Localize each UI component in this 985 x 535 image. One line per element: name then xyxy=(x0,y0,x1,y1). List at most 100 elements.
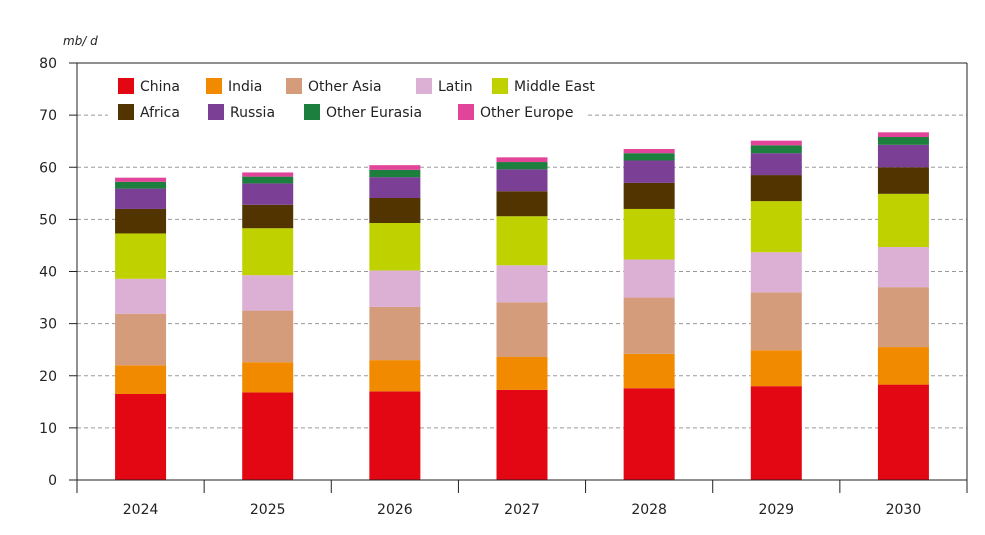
bar-segment-other-asia xyxy=(115,313,167,366)
bar-segment-other-europe xyxy=(496,157,548,163)
bar-segment-other-asia xyxy=(369,306,421,361)
bar-segment-other-europe xyxy=(115,177,167,182)
bar-segment-latin xyxy=(623,259,675,298)
legend-swatch-china xyxy=(118,78,134,94)
x-tick-labels: 2024 2025 2026 2027 2028 2029 2030 xyxy=(123,502,921,518)
bar-segment-middle-east xyxy=(496,216,548,266)
legend-swatch-russia xyxy=(208,104,224,120)
bar-segment-other-eurasia xyxy=(750,145,802,154)
x-tick-label: 2028 xyxy=(631,502,667,518)
bar-segment-india xyxy=(115,365,167,394)
legend-swatch-middle-east xyxy=(492,78,508,94)
bar-segment-africa xyxy=(877,167,929,194)
bar-segment-other-eurasia xyxy=(496,162,548,170)
bar-segment-middle-east xyxy=(750,201,802,253)
bar-segment-other-eurasia xyxy=(115,181,167,189)
legend-label-middle-east: Middle East xyxy=(514,79,595,95)
bar-segment-middle-east xyxy=(623,208,675,260)
legend-label-other-eurasia: Other Eurasia xyxy=(326,105,422,121)
bar-segment-russia xyxy=(115,188,167,209)
legend-label-china: China xyxy=(140,79,180,95)
bar-segment-india xyxy=(242,362,294,393)
legend-label-other-asia: Other Asia xyxy=(308,79,382,95)
bar-segment-other-asia xyxy=(623,297,675,354)
bar-segment-india xyxy=(623,353,675,389)
bar-segment-other-europe xyxy=(877,132,929,138)
bar-segment-china xyxy=(369,391,421,480)
bar-segment-africa xyxy=(242,204,294,229)
x-tick-label: 2029 xyxy=(758,502,794,518)
bar-segment-middle-east xyxy=(877,193,929,247)
bar-segment-other-europe xyxy=(242,172,294,177)
legend-background xyxy=(108,72,610,96)
bar-segment-other-europe xyxy=(750,140,802,146)
y-tick-label: 50 xyxy=(39,212,57,228)
bar-segment-other-europe xyxy=(623,149,675,154)
legend-swatch-latin xyxy=(416,78,432,94)
bar-segment-middle-east xyxy=(369,223,421,271)
legend-label-other-europe: Other Europe xyxy=(480,105,573,121)
y-tick-label: 60 xyxy=(39,160,57,176)
axes xyxy=(69,62,968,493)
y-tick-label: 30 xyxy=(39,317,57,333)
legend-swatch-other-asia xyxy=(286,78,302,94)
bar-segment-africa xyxy=(115,208,167,234)
y-tick-label: 70 xyxy=(39,108,57,124)
legend-swatch-india xyxy=(206,78,222,94)
bar-segment-africa xyxy=(496,191,548,217)
bar-segment-other-asia xyxy=(242,310,294,363)
bar-segment-africa xyxy=(623,182,675,209)
x-tick-label: 2026 xyxy=(377,502,413,518)
bar-segment-india xyxy=(496,356,548,390)
bar-segment-russia xyxy=(369,177,421,198)
y-axis-unit-label: mb/ d xyxy=(63,34,98,48)
legend: China India Other Asia Latin Middle East Afri… xyxy=(108,72,610,122)
legend-label-russia: Russia xyxy=(230,105,275,121)
bar-segment-other-asia xyxy=(750,292,802,351)
x-tick-label: 2030 xyxy=(886,502,922,518)
y-tick-label: 20 xyxy=(39,369,57,385)
x-tick-label: 2025 xyxy=(250,502,286,518)
legend-label-africa: Africa xyxy=(140,105,180,121)
bar-segment-other-eurasia xyxy=(877,137,929,145)
bar-segment-middle-east xyxy=(115,233,167,279)
bar-segment-russia xyxy=(623,160,675,183)
bar-segment-latin xyxy=(369,270,421,307)
bar-segment-china xyxy=(496,389,548,480)
bar-segment-other-europe xyxy=(369,165,421,170)
bar-segment-other-eurasia xyxy=(623,153,675,161)
bar-segment-india xyxy=(369,360,421,392)
bar-segment-india xyxy=(750,350,802,387)
bar-segment-russia xyxy=(750,153,802,176)
bar-segment-russia xyxy=(496,169,548,192)
bar-segment-china xyxy=(115,393,167,480)
bar-segment-china xyxy=(623,388,675,480)
bar-segment-india xyxy=(877,347,929,385)
legend-label-india: India xyxy=(228,79,262,95)
bar-segment-other-eurasia xyxy=(369,169,421,178)
bar-segment-latin xyxy=(115,278,167,314)
bar-segment-russia xyxy=(877,144,929,168)
bar-segment-middle-east xyxy=(242,228,294,276)
bar-segment-china xyxy=(242,392,294,480)
bar-segment-other-asia xyxy=(496,302,548,357)
legend-label-latin: Latin xyxy=(438,79,473,95)
legend-swatch-africa xyxy=(118,104,134,120)
y-tick-label: 0 xyxy=(48,473,57,489)
bar-segment-china xyxy=(750,386,802,480)
y-tick-label: 10 xyxy=(39,421,57,437)
bar-segment-other-eurasia xyxy=(242,176,294,184)
legend-background xyxy=(108,98,588,122)
y-tick-label: 40 xyxy=(39,265,57,281)
legend-swatch-other-eurasia xyxy=(304,104,320,120)
bar-segment-latin xyxy=(750,252,802,293)
y-tick-label: 80 xyxy=(39,56,57,72)
bar-segment-africa xyxy=(750,175,802,202)
bar-segment-russia xyxy=(242,183,294,205)
bar-segment-africa xyxy=(369,198,421,224)
legend-swatch-other-europe xyxy=(458,104,474,120)
bar-segment-latin xyxy=(242,275,294,311)
bar-segment-china xyxy=(877,384,929,480)
y-tick-labels: 0 10 20 30 40 50 60 70 80 xyxy=(39,56,57,489)
